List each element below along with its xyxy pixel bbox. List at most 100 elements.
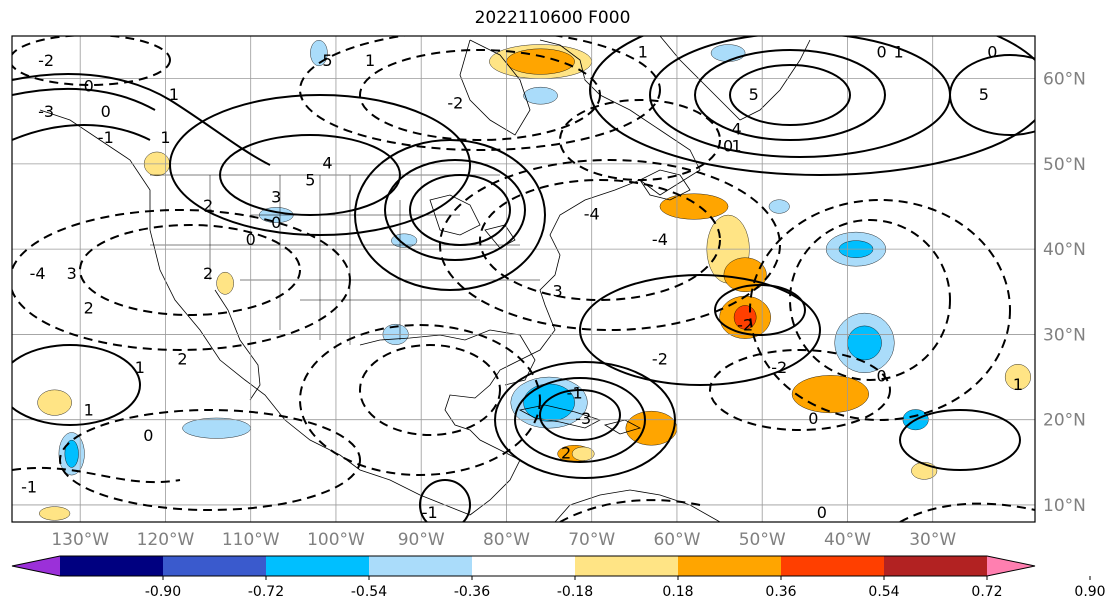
positive-contour-pacific-west [12,344,141,426]
contour-label: 3 [553,281,563,300]
positive-contour-midwest-ridge-3 [354,139,546,291]
lat-lon-gridlines [12,36,1035,522]
positive-contour-plains-2 [169,94,471,236]
colorbar-segment [60,556,164,576]
newfoundland [639,169,691,201]
lat-tick-label: 30°N [1043,325,1086,345]
positive-contour-caribbean-high-2 [514,377,646,463]
positive-contour-caribbean-high-3 [494,361,676,479]
colorbar-tick-label: -0.18 [557,584,593,600]
contour-label: 1 [169,85,179,104]
positive-contour-midwest-ridge [409,174,511,246]
lat-tick-label: 40°N [1043,240,1086,260]
contour-label: -1 [567,384,583,403]
contour-label: -2 [652,350,668,369]
colorbar-tick-label: 0.36 [765,584,796,600]
contour-label: 1 [365,51,375,70]
colorbar: -0.90 -0.72 -0.54 -0.36 -0.18 0.18 0.36 0.54 0.7… [11,555,1105,600]
colorbar-segment [884,556,988,576]
colorbar-tick-label: 0.72 [971,584,1002,600]
contour-label: 2 [203,264,213,283]
contour-label: 1 [638,43,648,62]
lon-tick-label: 40°W [824,530,871,550]
positive-contour-ne-atlantic-high [729,64,851,126]
shaded-area-31 [39,506,71,521]
contour-label: 0 [876,43,886,62]
colorbar-segment [163,556,267,576]
contour-label: 0 [723,136,733,155]
colorbar-tick-label: 0.18 [662,584,693,600]
contour-label: 0 [271,213,281,232]
contour-label: -4 [652,230,668,249]
lon-tick-label: 60°W [653,530,700,550]
colorbar-segment [781,556,885,576]
contour-label: 3 [67,264,77,283]
contour-label: 2 [84,298,94,317]
colorbar-tick-label: -0.72 [248,584,284,600]
lon-tick-label: 30°W [909,530,956,550]
map-frame [11,35,1036,523]
negative-contour-central-atlantic [789,219,951,381]
shaded-area-19 [182,417,251,439]
contour-label: 1 [1013,375,1023,394]
contour-label: -2 [771,358,787,377]
contour-label: -2 [447,94,463,113]
contour-label: 1 [160,128,170,147]
shaded-area-30 [1004,364,1031,391]
contour-label: 0 [876,367,886,386]
negative-contour-labrador [559,99,721,181]
contour-label: -3 [38,102,54,121]
colorbar-segment [266,556,370,576]
colorbar-segment [472,556,576,576]
north-america-coastline [39,39,701,516]
contour-label: -1 [422,503,438,522]
contour-label: 2 [561,443,571,462]
map-title: 2022110600 F000 [474,8,631,28]
colorbar-outline [11,555,1036,577]
shaded-area-29 [37,389,72,416]
colorbar-tick-label: -0.90 [145,584,181,600]
shaded-area-18 [64,439,79,468]
lon-tick-label: 50°W [739,530,786,550]
negative-contour-central-atlantic-2 [749,199,1011,421]
negative-contours [12,36,1035,522]
contour-label: 0 [808,409,818,428]
lat-tick-label: 60°N [1043,70,1086,90]
lat-tick-label: 50°N [1043,155,1086,175]
contour-label: 0 [817,503,827,522]
positive-contour-south [419,479,471,522]
positive-contour-caribbean-high [539,389,621,441]
negative-contour-nw-atlantic-2 [439,159,781,331]
negative-contour-nw-corner [12,36,171,86]
contour-label: 1 [84,401,94,420]
latitude-axis: 10°N 20°N 30°N 40°N 50°N 60°N [1043,70,1086,516]
shaded-area-24 [710,44,746,62]
contour-label: 2 [203,196,213,215]
negative-contour-north-canada-2 [299,36,661,151]
contour-label: -2 [737,315,753,334]
lon-tick-label: 90°W [398,530,445,550]
lat-tick-label: 20°N [1043,411,1086,431]
lon-tick-label: 80°W [483,530,530,550]
contour-label: 3 [271,188,281,207]
shaded-area-25 [523,86,558,105]
contour-label: 4 [322,153,332,172]
positive-contour-ne-atlantic-high-4 [589,36,1035,176]
negative-contour-north-canada [359,49,601,141]
contour-lines [12,36,1035,522]
contour-label: 1 [894,43,904,62]
lon-tick-label: 70°W [568,530,615,550]
shaded-area-13 [847,325,882,361]
negative-contour-gulf [359,344,501,436]
lon-tick-label: 120°W [137,530,195,550]
colorbar-segment [678,556,782,576]
positive-contour-atlantic-30n-2 [579,274,821,386]
contour-label: -1 [21,477,37,496]
contour-label: 4 [732,119,742,138]
negative-contour-subtropical [709,349,891,431]
colorbar-segment [575,556,679,576]
colorbar-tick-label: -0.54 [351,584,387,600]
negative-contour-west [79,224,301,316]
